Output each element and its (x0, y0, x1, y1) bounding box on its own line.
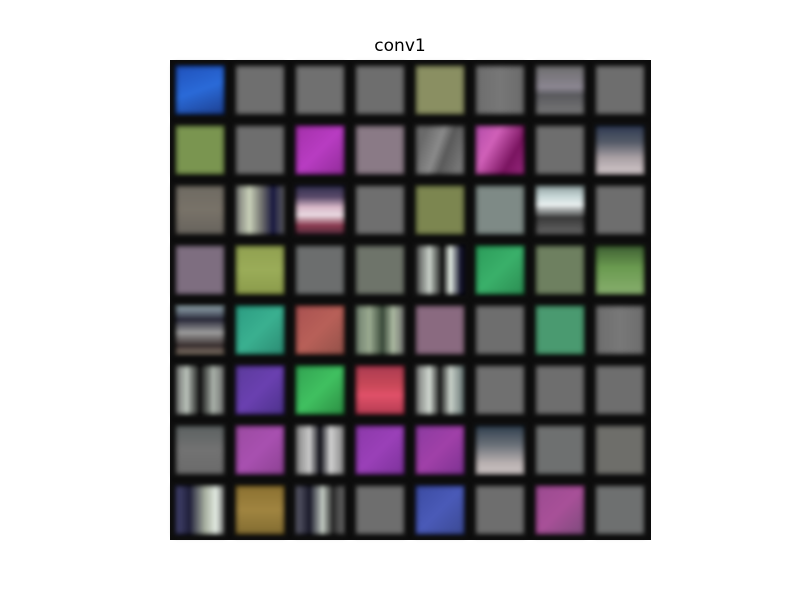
filter-1-6 (474, 64, 526, 116)
filter-8-1 (174, 484, 226, 536)
filter-4-1 (174, 244, 226, 296)
filter-4-5 (414, 244, 466, 296)
filter-6-8 (594, 364, 646, 416)
filter-3-1 (174, 184, 226, 236)
filter-6-5 (414, 364, 466, 416)
filter-1-7 (534, 64, 586, 116)
filter-2-5 (414, 124, 466, 176)
filter-4-2 (234, 244, 286, 296)
filter-2-1 (174, 124, 226, 176)
filter-1-1 (174, 64, 226, 116)
filter-1-3 (294, 64, 346, 116)
filter-4-4 (354, 244, 406, 296)
filter-4-8 (594, 244, 646, 296)
filter-1-2 (234, 64, 286, 116)
filter-2-6 (474, 124, 526, 176)
filter-8-4 (354, 484, 406, 536)
filter-7-2 (234, 424, 286, 476)
filter-3-6 (474, 184, 526, 236)
filter-6-7 (534, 364, 586, 416)
filter-7-6 (474, 424, 526, 476)
filter-5-6 (474, 304, 526, 356)
filter-5-2 (234, 304, 286, 356)
filter-2-7 (534, 124, 586, 176)
filter-7-5 (414, 424, 466, 476)
filter-1-4 (354, 64, 406, 116)
filter-6-3 (294, 364, 346, 416)
filter-6-2 (234, 364, 286, 416)
filter-3-2 (234, 184, 286, 236)
figure-title: conv1 (374, 36, 426, 56)
filter-3-3 (294, 184, 346, 236)
filter-3-5 (414, 184, 466, 236)
filter-3-4 (354, 184, 406, 236)
filter-5-8 (594, 304, 646, 356)
filter-5-1 (174, 304, 226, 356)
filter-8-7 (534, 484, 586, 536)
filter-3-7 (534, 184, 586, 236)
filter-5-5 (414, 304, 466, 356)
filter-8-6 (474, 484, 526, 536)
filter-4-3 (294, 244, 346, 296)
filter-8-8 (594, 484, 646, 536)
filter-2-3 (294, 124, 346, 176)
filter-2-4 (354, 124, 406, 176)
filter-6-4 (354, 364, 406, 416)
filter-3-8 (594, 184, 646, 236)
filter-8-3 (294, 484, 346, 536)
filter-7-7 (534, 424, 586, 476)
filter-grid (170, 60, 651, 540)
filter-8-5 (414, 484, 466, 536)
filter-7-4 (354, 424, 406, 476)
filter-6-1 (174, 364, 226, 416)
filter-4-6 (474, 244, 526, 296)
filter-8-2 (234, 484, 286, 536)
filter-5-7 (534, 304, 586, 356)
filter-4-7 (534, 244, 586, 296)
filter-6-6 (474, 364, 526, 416)
filter-1-8 (594, 64, 646, 116)
filter-7-8 (594, 424, 646, 476)
filter-5-4 (354, 304, 406, 356)
filter-1-5 (414, 64, 466, 116)
filter-7-1 (174, 424, 226, 476)
filter-2-8 (594, 124, 646, 176)
filter-2-2 (234, 124, 286, 176)
filter-7-3 (294, 424, 346, 476)
filter-5-3 (294, 304, 346, 356)
